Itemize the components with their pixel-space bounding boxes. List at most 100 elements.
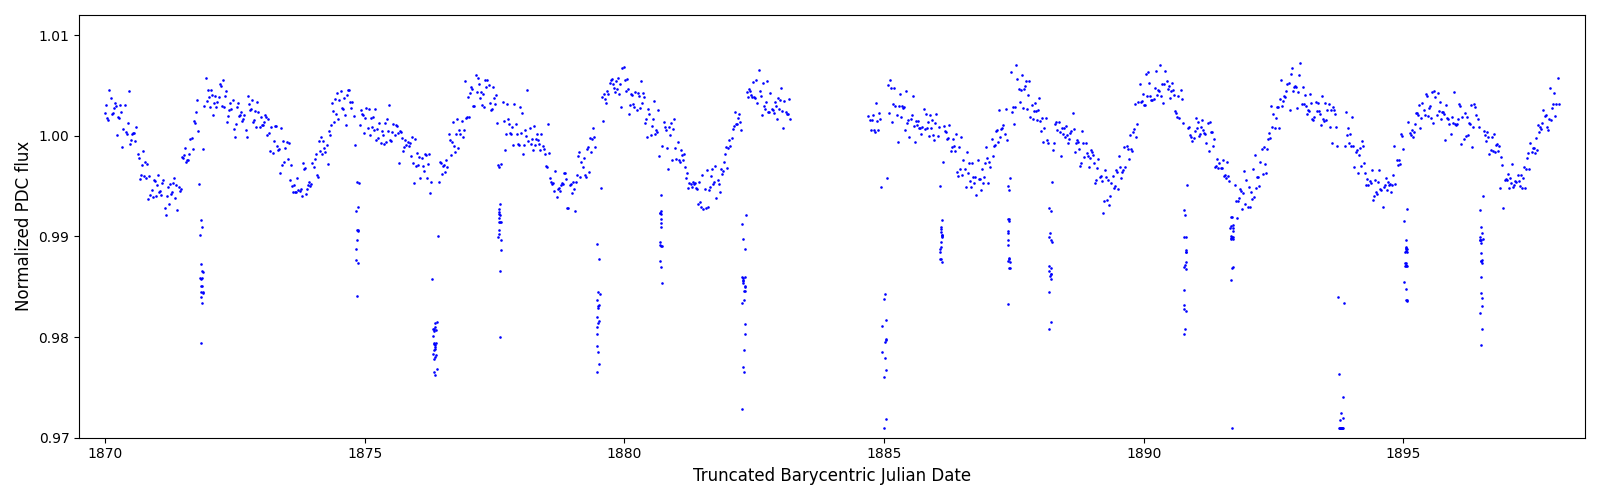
Point — [1229, 205, 1254, 213]
Point — [571, 171, 597, 179]
Point — [691, 186, 717, 194]
Point — [491, 117, 517, 125]
Point — [1331, 299, 1357, 307]
Point — [243, 107, 269, 115]
Point — [669, 151, 694, 159]
Point — [1541, 100, 1566, 108]
Point — [496, 120, 522, 128]
Point — [1446, 100, 1472, 108]
Point — [955, 169, 981, 177]
Point — [661, 114, 686, 122]
Point — [776, 95, 802, 103]
Point — [1184, 124, 1210, 132]
Point — [582, 143, 608, 151]
Point — [874, 316, 899, 324]
Point — [1085, 164, 1110, 172]
Point — [448, 130, 474, 138]
Point — [210, 76, 235, 84]
Point — [584, 324, 610, 332]
Point — [1171, 286, 1197, 294]
Point — [1429, 108, 1454, 116]
Point — [346, 180, 371, 188]
Point — [1354, 181, 1379, 189]
Point — [163, 194, 189, 202]
Point — [768, 84, 794, 92]
Point — [448, 116, 474, 124]
Point — [272, 158, 298, 166]
Point — [416, 160, 442, 168]
Point — [1026, 94, 1051, 102]
Point — [533, 162, 558, 170]
Point — [1093, 166, 1118, 174]
Point — [877, 110, 902, 118]
Point — [506, 141, 531, 149]
Point — [166, 187, 192, 195]
Point — [954, 183, 979, 191]
Point — [1470, 235, 1496, 243]
Point — [901, 122, 926, 130]
Point — [1083, 179, 1109, 187]
Point — [466, 74, 491, 82]
Point — [995, 241, 1021, 249]
Point — [240, 118, 266, 126]
Point — [928, 225, 954, 233]
Point — [1408, 114, 1434, 122]
Point — [598, 75, 624, 83]
Point — [253, 113, 278, 121]
Point — [1520, 144, 1546, 152]
Point — [352, 114, 378, 122]
Point — [282, 181, 307, 189]
Point — [1394, 247, 1419, 255]
Point — [987, 134, 1013, 141]
Point — [699, 164, 725, 172]
Point — [1488, 153, 1514, 161]
Point — [542, 167, 568, 175]
Point — [963, 173, 989, 181]
Point — [251, 118, 277, 126]
Point — [672, 164, 698, 172]
Point — [1077, 154, 1102, 162]
Point — [1006, 98, 1032, 106]
Point — [965, 156, 990, 164]
Point — [291, 166, 317, 173]
Point — [933, 127, 958, 135]
Point — [1350, 142, 1376, 150]
Point — [888, 114, 914, 122]
Point — [1038, 318, 1064, 326]
Point — [611, 76, 637, 84]
Point — [926, 248, 952, 256]
Point — [1173, 248, 1198, 256]
Point — [229, 117, 254, 125]
Point — [1059, 128, 1085, 136]
Point — [731, 276, 757, 283]
Point — [970, 164, 995, 172]
Point — [1422, 94, 1448, 102]
Point — [581, 132, 606, 140]
Point — [1274, 87, 1299, 95]
Point — [1000, 103, 1026, 111]
Point — [949, 170, 974, 178]
Point — [1534, 126, 1560, 134]
Point — [123, 137, 149, 145]
Point — [648, 210, 674, 218]
Point — [971, 173, 997, 181]
Point — [1072, 152, 1098, 160]
Point — [730, 220, 755, 228]
Point — [747, 86, 773, 94]
Point — [1010, 71, 1035, 79]
Point — [1256, 130, 1282, 138]
Point — [629, 99, 654, 107]
Point — [278, 182, 304, 190]
Point — [714, 142, 739, 150]
Point — [1326, 370, 1352, 378]
Point — [262, 122, 288, 130]
Point — [930, 232, 955, 240]
Point — [128, 171, 154, 179]
Point — [106, 112, 131, 120]
Point — [1187, 130, 1213, 138]
Point — [622, 88, 648, 96]
Point — [307, 146, 333, 154]
Point — [730, 279, 755, 287]
Point — [1160, 86, 1186, 94]
Point — [429, 158, 454, 166]
